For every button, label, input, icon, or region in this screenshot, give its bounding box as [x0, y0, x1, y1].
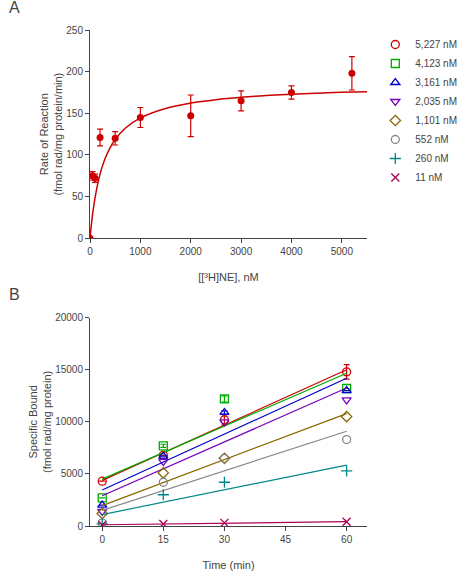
svg-text:0: 0	[77, 521, 83, 532]
svg-text:260 nM: 260 nM	[415, 153, 448, 164]
svg-text:3,161 nM: 3,161 nM	[415, 77, 457, 88]
svg-text:15: 15	[158, 534, 170, 545]
svg-text:1,101 nM: 1,101 nM	[415, 115, 457, 126]
svg-text:0: 0	[87, 246, 93, 257]
svg-text:10000: 10000	[55, 416, 83, 427]
svg-text:A: A	[9, 0, 20, 16]
svg-text:150: 150	[66, 108, 83, 119]
svg-text:5000: 5000	[61, 468, 84, 479]
svg-text:200: 200	[66, 66, 83, 77]
svg-text:11 nM: 11 nM	[415, 172, 442, 183]
svg-text:Time (min): Time (min)	[202, 559, 254, 571]
svg-text:B: B	[9, 286, 20, 303]
svg-text:3000: 3000	[230, 246, 253, 257]
svg-text:552 nM: 552 nM	[415, 134, 448, 145]
svg-text:1000: 1000	[129, 246, 152, 257]
svg-text:45: 45	[280, 534, 292, 545]
svg-text:60: 60	[341, 534, 353, 545]
svg-text:100: 100	[66, 149, 83, 160]
svg-text:[[³H]NE], nM: [[³H]NE], nM	[198, 271, 259, 283]
svg-text:5000: 5000	[331, 246, 354, 257]
svg-text:0: 0	[77, 233, 83, 244]
svg-text:0: 0	[99, 534, 105, 545]
svg-text:15000: 15000	[55, 364, 83, 375]
svg-text:30: 30	[219, 534, 231, 545]
svg-text:50: 50	[72, 191, 84, 202]
svg-text:2,035 nM: 2,035 nM	[415, 96, 457, 107]
svg-text:20000: 20000	[55, 312, 83, 323]
svg-text:5,227 nM: 5,227 nM	[415, 39, 457, 50]
svg-text:Specific Bound(fmol rad/mg pro: Specific Bound(fmol rad/mg protein)	[27, 371, 53, 473]
svg-text:4,123 nM: 4,123 nM	[415, 58, 457, 69]
svg-text:2000: 2000	[180, 246, 203, 257]
svg-text:4000: 4000	[280, 246, 303, 257]
svg-text:Rate of Reaction(fmol rad/mg p: Rate of Reaction(fmol rad/mg protein/min…	[38, 73, 64, 196]
svg-text:250: 250	[66, 25, 83, 36]
